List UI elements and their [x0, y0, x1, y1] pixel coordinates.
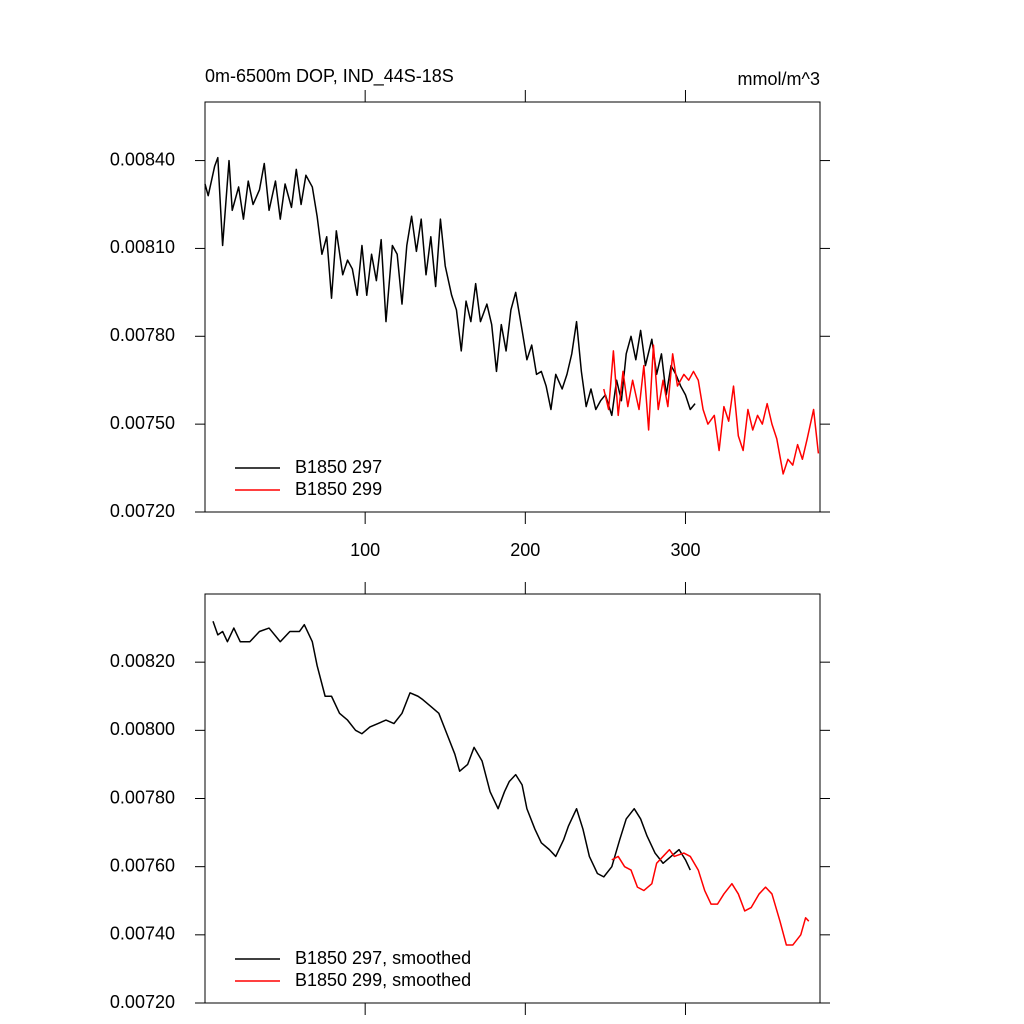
data-line — [204, 156, 696, 417]
y-tick-label: 0.00780 — [110, 787, 175, 807]
legend-label: B1850 297, smoothed — [295, 948, 471, 968]
y-tick-label: 0.00780 — [110, 325, 175, 345]
legend-label: B1850 299, smoothed — [295, 970, 471, 990]
plot-frame — [204, 101, 821, 513]
data-line — [212, 621, 691, 878]
legend-label: B1850 299 — [295, 479, 382, 499]
y-tick-label: 0.00800 — [110, 719, 175, 739]
y-tick-label: 0.00720 — [110, 992, 175, 1012]
y-tick-label: 0.00840 — [110, 149, 175, 169]
chart-title: 0m-6500m DOP, IND_44S-18S — [205, 66, 454, 87]
y-tick-label: 0.00810 — [110, 237, 175, 257]
plot-frame — [204, 593, 821, 1004]
y-tick-label: 0.00720 — [110, 501, 175, 521]
x-tick-label: 100 — [350, 540, 380, 560]
y-tick-label: 0.00760 — [110, 855, 175, 875]
legend-label: B1850 297 — [295, 457, 382, 477]
x-tick-label: 200 — [510, 540, 540, 560]
units-label: mmol/m^3 — [738, 69, 820, 89]
y-tick-label: 0.00750 — [110, 413, 175, 433]
y-tick-label: 0.00740 — [110, 924, 175, 944]
y-tick-label: 0.00820 — [110, 651, 175, 671]
x-tick-label: 300 — [670, 540, 700, 560]
data-line — [603, 344, 820, 475]
data-line — [611, 848, 810, 946]
